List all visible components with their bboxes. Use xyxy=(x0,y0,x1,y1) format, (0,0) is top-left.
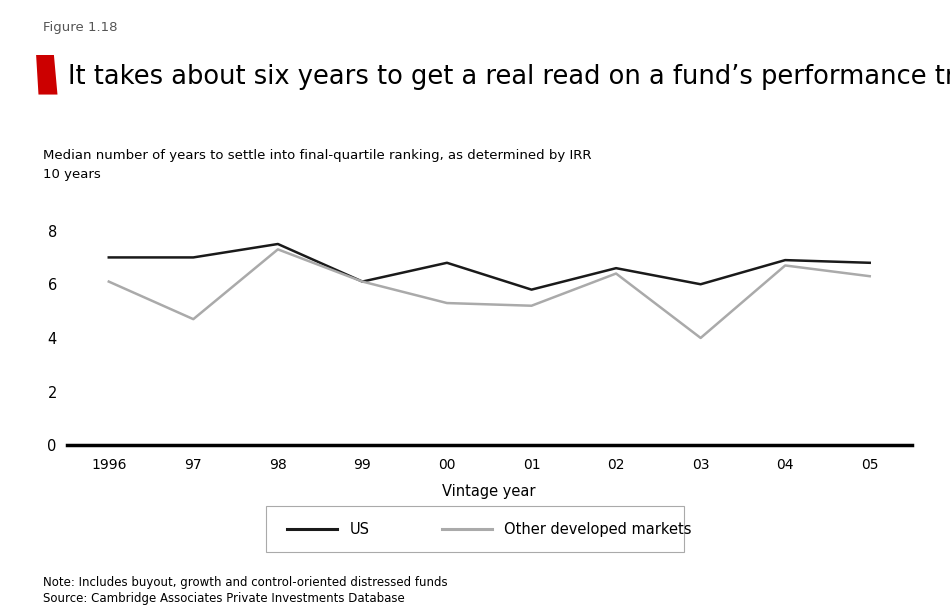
X-axis label: Vintage year: Vintage year xyxy=(443,484,536,498)
Text: Note: Includes buyout, growth and control-oriented distressed funds: Note: Includes buyout, growth and contro… xyxy=(43,576,447,589)
Text: Figure 1.18: Figure 1.18 xyxy=(43,21,117,34)
Text: 10 years: 10 years xyxy=(43,168,101,181)
Text: It takes about six years to get a real read on a fund’s performance trajectory: It takes about six years to get a real r… xyxy=(68,64,950,90)
FancyBboxPatch shape xyxy=(266,506,684,552)
Text: US: US xyxy=(350,522,370,537)
Text: Median number of years to settle into final-quartile ranking, as determined by I: Median number of years to settle into fi… xyxy=(43,149,591,162)
Text: Source: Cambridge Associates Private Investments Database: Source: Cambridge Associates Private Inv… xyxy=(43,592,405,605)
Polygon shape xyxy=(36,55,57,95)
Text: Other developed markets: Other developed markets xyxy=(504,522,692,537)
